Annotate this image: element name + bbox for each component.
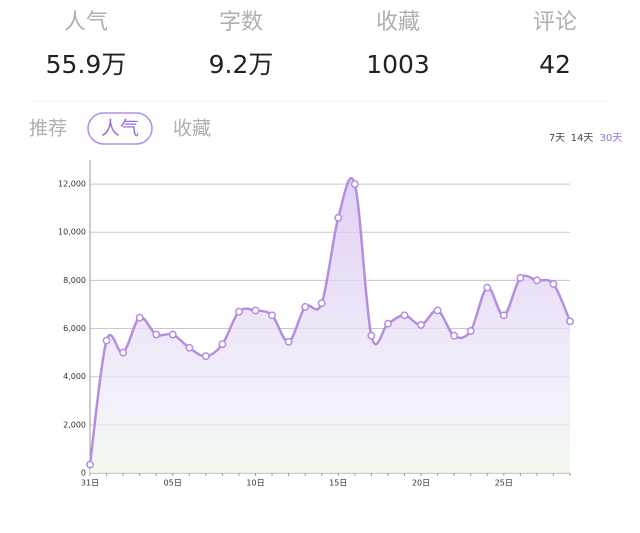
stat-label: 字数 xyxy=(219,10,263,35)
point xyxy=(102,336,111,345)
point xyxy=(549,280,558,288)
stat-value: 42 xyxy=(539,50,571,79)
tab[interactable]: 推荐 xyxy=(29,118,67,140)
y-tick-label: 2,000 xyxy=(63,420,86,429)
point xyxy=(499,311,508,320)
point xyxy=(218,340,227,349)
point xyxy=(268,311,277,320)
point xyxy=(301,302,310,311)
point xyxy=(400,311,409,320)
y-tick-label: 6,000 xyxy=(63,324,86,333)
point xyxy=(367,331,376,340)
point xyxy=(251,306,260,315)
x-tick-label: 25日 xyxy=(495,479,513,488)
y-tick-label: 10,000 xyxy=(58,228,86,237)
point xyxy=(466,326,475,335)
x-tick-label: 20日 xyxy=(412,479,430,488)
point xyxy=(152,330,161,339)
stat-label: 收藏 xyxy=(376,10,420,35)
y-tick-label: 4,000 xyxy=(63,372,86,381)
point xyxy=(417,320,425,329)
stat-value: 9.2万 xyxy=(209,50,274,79)
point xyxy=(383,319,392,328)
tab-selected[interactable]: 人气 xyxy=(101,118,139,140)
point xyxy=(86,460,94,469)
stat-value: 1003 xyxy=(366,50,430,79)
x-tick-label: 15日 xyxy=(329,479,347,488)
y-tick-label: 0 xyxy=(81,469,86,478)
point xyxy=(284,337,293,346)
point xyxy=(317,299,326,308)
point xyxy=(135,313,144,322)
point xyxy=(532,276,541,285)
range-option[interactable]: 14天 xyxy=(571,133,594,144)
point xyxy=(450,331,459,340)
stat-value: 55.9万 xyxy=(46,50,127,79)
x-tick-label: 10日 xyxy=(246,479,264,488)
x-tick-label: 05日 xyxy=(164,479,182,488)
tab-pill xyxy=(87,112,153,145)
point xyxy=(168,330,177,339)
range-option[interactable]: 7天 xyxy=(549,133,565,144)
y-tick-label: 8,000 xyxy=(63,276,86,285)
point xyxy=(235,307,243,316)
range-option[interactable]: 30天 xyxy=(600,133,623,144)
point xyxy=(350,180,359,189)
tab[interactable]: 收藏 xyxy=(173,118,211,140)
x-tick-label: 31日 xyxy=(81,479,99,488)
point xyxy=(516,274,525,282)
point xyxy=(185,343,194,352)
stat-label: 评论 xyxy=(533,10,577,35)
point xyxy=(566,317,574,326)
point xyxy=(119,348,128,357)
stat-label: 人气 xyxy=(64,10,108,35)
area xyxy=(90,178,570,473)
point xyxy=(483,283,492,292)
point xyxy=(433,306,442,315)
point xyxy=(201,352,210,361)
y-tick-label: 12,000 xyxy=(58,180,86,189)
point xyxy=(334,213,343,222)
